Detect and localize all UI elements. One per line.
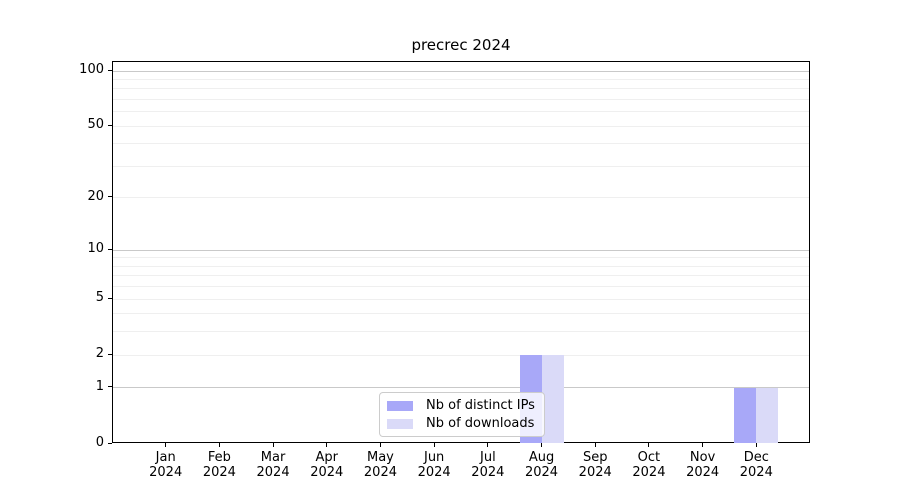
x-tick-label-month: Sep [582,450,608,465]
x-tick-label-month: Apr [315,450,339,465]
x-tick-label: Jan 2024 [136,450,196,480]
gridline-minor [113,313,809,315]
legend-label: Nb of downloads [426,416,535,431]
x-tick-label-year: 2024 [739,465,773,480]
y-tick-label: 100 [79,62,104,78]
x-tick-label-month: Dec [743,450,769,465]
bar-aug-downloads [541,355,564,443]
gridline-minor [113,298,809,300]
x-tick-mark [487,443,489,447]
gridline-minor [113,99,809,101]
x-tick-mark [755,443,757,447]
y-tick-label: 5 [95,290,104,306]
x-tick-label: Jul 2024 [458,450,518,480]
gridline-minor [113,331,809,333]
x-tick-label-year: 2024 [471,465,505,480]
x-tick-label-year: 2024 [149,465,183,480]
gridline-minor [113,197,809,199]
x-tick-label-month: Feb [207,450,231,465]
x-tick-mark [165,443,167,447]
x-tick-label-year: 2024 [686,465,720,480]
y-tick-label: 0 [95,435,104,450]
x-tick-label-month: Jan [155,450,176,465]
x-tick-mark [594,443,596,447]
x-tick-mark [272,443,274,447]
gridline-major [113,249,809,251]
x-tick-label-year: 2024 [256,465,290,480]
x-tick-label: Aug 2024 [512,450,572,480]
x-tick-label: Jun 2024 [404,450,464,480]
x-tick-mark [433,443,435,447]
gridline-minor [113,166,809,167]
gridline-minor [113,257,809,259]
gridline-major [113,70,809,72]
y-tick-mark [108,124,112,126]
y-tick-mark [108,353,112,355]
gridline-major [113,387,809,389]
x-tick-label-month: Nov [689,450,716,465]
x-tick-label-month: Oct [637,450,661,465]
y-tick-label: 50 [87,117,104,133]
gridline-minor [113,78,809,80]
x-tick-label: Nov 2024 [673,450,733,480]
y-tick-label: 20 [87,188,104,204]
gridline-minor [113,265,809,267]
x-tick-label: Sep 2024 [565,450,625,480]
y-tick-label: 1 [95,378,104,394]
y-tick-mark [108,69,112,71]
x-tick-label: Dec 2024 [726,450,786,480]
x-tick-label-year: 2024 [363,465,397,480]
x-tick-label-year: 2024 [524,465,559,480]
gridline-minor [113,111,809,113]
legend: Nb of distinct IPs Nb of downloads [379,392,545,437]
legend-label: Nb of distinct IPs [426,398,535,413]
y-tick-mark [108,386,112,388]
x-tick-label: Mar 2024 [243,450,303,480]
legend-item: Nb of distinct IPs [387,398,535,413]
x-tick-label: Feb 2024 [189,450,249,480]
chart-title: precrec 2024 [411,36,511,54]
x-tick-label-year: 2024 [632,465,666,480]
legend-swatch [387,400,413,411]
bar-dec-downloads [756,387,779,443]
x-tick-mark [218,443,220,447]
x-tick-label-month: Mar [260,450,286,465]
x-tick-label-month: Jun [423,450,445,465]
gridline-minor [113,275,809,277]
gridline-minor [113,354,809,356]
x-tick-mark [702,443,704,447]
x-tick-label-year: 2024 [310,465,344,480]
x-tick-mark [541,443,543,447]
x-tick-mark [648,443,650,447]
x-tick-label: Oct 2024 [619,450,679,480]
y-tick-label: 10 [87,241,104,257]
x-tick-label-year: 2024 [417,465,451,480]
y-tick-mark [108,196,112,198]
x-tick-label-month: May [367,450,394,465]
plot-area [112,61,810,443]
bar-dec-ips [734,387,757,443]
gridline-minor [113,88,809,90]
y-tick-mark [108,248,112,250]
x-tick-label: Apr 2024 [297,450,357,480]
x-tick-label-month: Jul [480,450,496,465]
gridline-minor [113,143,809,145]
x-tick-label: May 2024 [350,450,410,480]
x-tick-label-year: 2024 [202,465,236,480]
gridline-minor [113,125,809,127]
legend-swatch [387,418,413,429]
y-tick-label: 2 [95,346,104,362]
x-tick-mark [326,443,328,447]
x-tick-mark [379,443,381,447]
y-tick-mark [108,442,112,444]
legend-item: Nb of downloads [387,416,535,431]
x-tick-label-year: 2024 [578,465,612,480]
x-tick-label-month: Aug [528,450,555,465]
gridline-minor [113,286,809,288]
y-tick-mark [108,297,112,299]
